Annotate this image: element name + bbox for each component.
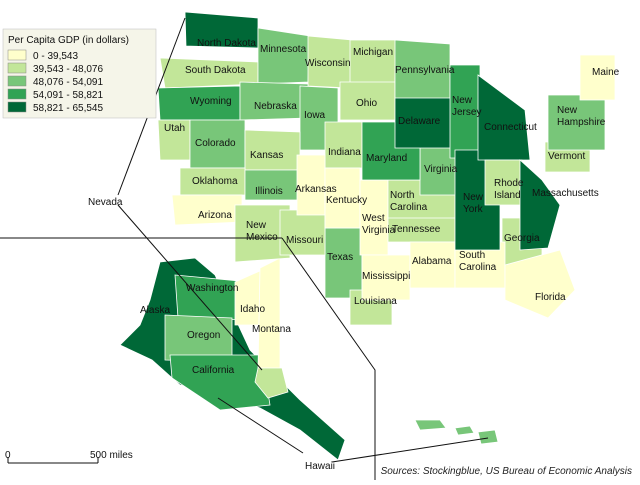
state-label-illinois: Illinois [255, 186, 283, 197]
state-label-delaware: Delaware [398, 116, 441, 127]
state-label-michigan: Michigan [353, 47, 393, 58]
state-label-new-jersey: New Jersey [452, 95, 481, 118]
state-maine [579, 54, 616, 101]
state-mississippi [361, 254, 411, 301]
scale-start-label: 0 [5, 450, 11, 461]
state-label-oklahoma: Oklahoma [192, 176, 238, 187]
legend-label: 39,543 - 48,076 [33, 64, 103, 75]
state-hawaii [414, 419, 499, 445]
state-label-tennessee: Tennessee [392, 224, 441, 235]
state-label-virginia: Virginia [424, 164, 458, 175]
state-label-indiana: Indiana [328, 147, 361, 158]
state-massachusetts [519, 159, 561, 251]
state-texas [324, 227, 363, 299]
state-label-west-virginia: West Virginia [362, 213, 396, 236]
state-label-louisiana: Louisiana [354, 296, 397, 307]
state-label-idaho: Idaho [240, 304, 265, 315]
state-label-georgia: Georgia [504, 233, 540, 244]
state-label-utah: Utah [164, 123, 185, 134]
source-caption: Sources: Stockingblue, US Bureau of Econ… [381, 466, 632, 477]
state-label-kansas: Kansas [250, 150, 283, 161]
state-label-south-carolina: South Carolina [459, 250, 497, 273]
state-california [169, 354, 271, 411]
state-label-mississippi: Mississippi [362, 271, 410, 282]
state-label-maryland: Maryland [366, 153, 407, 164]
state-label-alaska: Alaska [140, 305, 170, 316]
state-connecticut [477, 74, 531, 161]
state-label-new-mexico: New Mexico [246, 220, 278, 243]
state-label-new-hampshire: New Hampshire [557, 105, 606, 128]
state-label-north-carolina: North Carolina [390, 190, 428, 213]
state-new-mexico [234, 204, 291, 263]
state-label-minnesota: Minnesota [260, 44, 307, 55]
state-label-rhode-island: Rhode Island [494, 178, 524, 201]
state-label-connecticut: Connecticut [484, 122, 537, 133]
state-label-texas: Texas [327, 252, 353, 263]
state-label-north-dakota: North Dakota [197, 38, 256, 49]
state-label-south-dakota: South Dakota [185, 65, 246, 76]
legend-title: Per Capita GDP (in dollars) [8, 35, 129, 46]
state-label-oregon: Oregon [187, 330, 220, 341]
legend-label: 0 - 39,543 [33, 51, 78, 62]
state-label-vermont: Vermont [548, 151, 585, 162]
state-label-arizona: Arizona [198, 210, 232, 221]
state-label-ohio: Ohio [356, 98, 378, 109]
leader-lines [0, 17, 489, 480]
state-label-pennsylvania: Pennsylvania [395, 65, 455, 76]
state-label-alabama: Alabama [412, 256, 452, 267]
legend-swatch [7, 101, 27, 113]
state-label-hawaii: Hawaii [305, 461, 335, 472]
legend-swatch [7, 62, 27, 74]
state-label-massachusetts: Massachusetts [532, 188, 599, 199]
state-florida [504, 249, 576, 319]
state-label-maine: Maine [592, 67, 620, 78]
state-label-kentucky: Kentucky [326, 195, 367, 206]
scale-end-label: 500 miles [90, 450, 133, 461]
state-label-wyoming: Wyoming [190, 96, 232, 107]
legend-box [2, 28, 157, 119]
state-label-california: California [192, 365, 235, 376]
legend-swatch [7, 49, 27, 61]
state-labels: Alaska Washington Oregon California Idaho Mon… [88, 38, 620, 472]
state-indiana [324, 121, 363, 169]
state-label-nebraska: Nebraska [254, 101, 297, 112]
state-shapes [119, 11, 616, 461]
state-missouri [279, 209, 326, 256]
state-label-iowa: Iowa [304, 110, 326, 121]
state-nevada [254, 367, 289, 399]
legend: Per Capita GDP (in dollars) 0 - 39,543 39… [2, 28, 157, 119]
legend-label: 58,821 - 65,545 [33, 103, 103, 114]
state-minnesota [257, 27, 311, 85]
legend-label: 48,076 - 54,091 [33, 77, 103, 88]
legend-label: 54,091 - 58,821 [33, 90, 103, 101]
state-label-new-york: New York [463, 192, 484, 215]
state-label-washington: Washington [186, 283, 238, 294]
state-label-florida: Florida [535, 292, 566, 303]
scale-bar: 0 500 miles [5, 450, 133, 464]
state-label-missouri: Missouri [286, 235, 323, 246]
state-label-arkansas: Arkansas [295, 184, 337, 195]
state-label-montana: Montana [252, 324, 291, 335]
legend-swatch [7, 75, 27, 87]
state-label-nevada: Nevada [88, 197, 123, 208]
state-label-colorado: Colorado [195, 138, 236, 149]
legend-swatch [7, 88, 27, 100]
state-label-wisconsin: Wisconsin [305, 58, 351, 69]
